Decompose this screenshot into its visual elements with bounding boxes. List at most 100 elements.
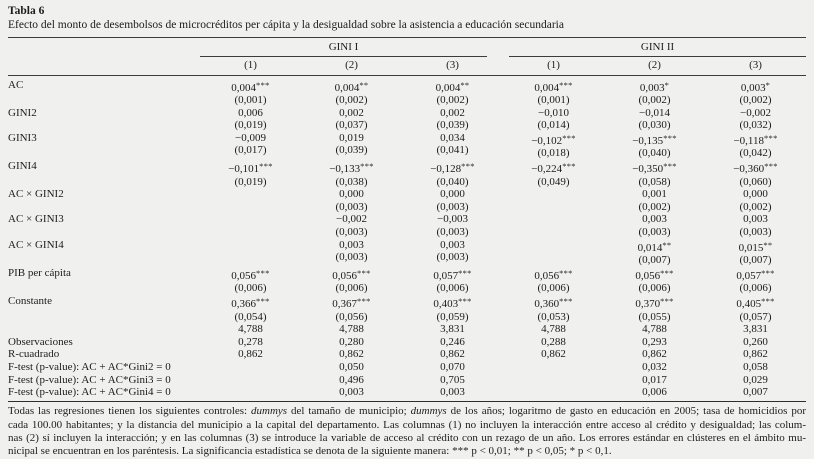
significance-stars: *** (559, 296, 573, 306)
coefficient-value: 0,056*** (534, 267, 573, 282)
coefficient-value (503, 239, 604, 252)
coefficient-value: 0,032 (642, 360, 667, 373)
table-row: GINI4 −0,101*** (0,019) −0,133*** (0,038) −0,… (8, 160, 806, 188)
row-label-header (8, 57, 200, 76)
coefficient-value: 0,002 (440, 106, 465, 119)
cell: 0,862 (200, 348, 301, 361)
coefficient-value: 0,019 (339, 131, 364, 144)
coefficient-value: 0,057*** (433, 267, 472, 282)
table-row: F-test (p-value): AC + AC*Gini3 = 0 0,49… (8, 374, 806, 387)
row-label: GINI3 (8, 131, 37, 144)
significance-stars: *** (663, 161, 677, 172)
coefficient-value: −0,133*** (329, 161, 374, 176)
row-label: AC × GINI3 (8, 213, 64, 226)
coefficient-value: −0,014 (639, 106, 671, 119)
cell: 0,000 (0,003) (402, 188, 503, 213)
coefficient-value: 0,006 (642, 386, 667, 399)
table-row: F-test (p-value): AC + AC*Gini4 = 0 0,00… (8, 386, 806, 402)
footnote-line: nas (2) sí incluyen la interacción; y en… (8, 432, 806, 445)
row-label: GINI2 (8, 106, 37, 119)
standard-error: (0,041) (436, 144, 469, 157)
significance-stars: *** (559, 267, 573, 278)
standard-error (503, 226, 604, 239)
coefficient-value: −0,360*** (733, 161, 778, 176)
coefficient-value: 0,862 (339, 348, 364, 361)
coefficient-value (200, 188, 301, 201)
standard-error: (0,018) (537, 147, 570, 160)
standard-error: (0,019) (234, 175, 267, 188)
coefficient-value: 0,014** (637, 239, 672, 254)
significance-stars: *** (458, 267, 472, 278)
cell: 0,004** (0,002) (402, 76, 503, 107)
cell: 4,788 (200, 323, 301, 336)
standard-error: (0,003) (436, 200, 469, 213)
coefficient-value (503, 374, 604, 387)
coefficient-value (503, 188, 604, 201)
coefficient-value: −0,003 (437, 213, 468, 226)
cell: 0,000 (0,002) (705, 188, 806, 213)
italic-term: dummys (410, 405, 447, 418)
cell: 0,278 (200, 336, 301, 349)
cell: 3,831 (402, 323, 503, 336)
cell: 0,003 (0,003) (301, 239, 402, 267)
cell: 0,007 (705, 386, 806, 402)
cell: 0,014** (0,007) (604, 239, 705, 267)
cell: 0,496 (301, 374, 402, 387)
coefficient-value: 0,015** (738, 239, 773, 254)
column-header: (1) (503, 57, 605, 76)
standard-error: (0,002) (638, 94, 671, 107)
standard-error: (0,003) (739, 226, 772, 239)
table-row: Observaciones 0,278 0,280 0,246 0,288 0,293 0,… (8, 336, 806, 349)
coefficient-value: 0,403*** (433, 296, 472, 310)
standard-error: (0,003) (335, 226, 368, 239)
coefficient-value: −0,350*** (632, 161, 677, 176)
cell: 0,057*** (0,006) (402, 267, 503, 295)
column-header: (1) (200, 57, 301, 76)
standard-error (503, 201, 604, 214)
coefficient-value: −0,135*** (632, 132, 677, 147)
coefficient-value: 0,260 (743, 335, 768, 348)
coefficient-value: 0,003 (440, 238, 465, 251)
coefficient-value: 0,056*** (635, 267, 674, 282)
cell: −0,002 (0,032) (705, 107, 806, 132)
column-header: (3) (705, 57, 807, 76)
standard-error: (0,040) (638, 147, 671, 160)
coefficient-value: 0,007 (743, 386, 768, 399)
cell: 0,293 (604, 336, 705, 349)
standard-error: (0,055) (638, 310, 671, 323)
cell: 0,862 (503, 348, 604, 361)
cell: 0,001 (0,002) (604, 188, 705, 213)
coefficient-value: 4,788 (339, 323, 364, 336)
cell: 0,006 (604, 386, 705, 402)
column-group-label: GINI II (509, 41, 807, 57)
cell: 0,004** (0,002) (301, 76, 402, 107)
cell: −0,133*** (0,038) (301, 160, 402, 188)
coefficient-value: 0,058 (743, 360, 768, 373)
coefficient-value: 0,003 (440, 386, 465, 399)
coefficient-value: 0,862 (743, 348, 768, 361)
coefficient-value: 3,831 (440, 323, 465, 336)
cell: 0,280 (301, 336, 402, 349)
column-group-label: GINI I (200, 41, 488, 57)
standard-error: (0,040) (436, 175, 469, 188)
significance-stars: ** (460, 79, 470, 90)
cell: 0,002 (0,039) (402, 107, 503, 132)
table-row: GINI3 −0,009 (0,017) 0,019 (0,039) 0,034 (0,04… (8, 132, 806, 160)
cell: 0,006 (0,019) (200, 107, 301, 132)
table-row: R-cuadrado 0,862 0,862 0,862 0,862 0,862 0,862 (8, 348, 806, 361)
coefficient-value: 0,862 (642, 348, 667, 361)
table-footnote: Todas las regresiones tienen los siguien… (8, 405, 806, 459)
coefficient-value: 0,367*** (332, 296, 371, 310)
row-label (8, 323, 200, 336)
coefficient-value: −0,009 (235, 131, 266, 144)
significance-stars: ** (763, 239, 773, 250)
cell: 0,003 (0,003) (402, 239, 503, 267)
standard-error: (0,014) (537, 119, 570, 132)
row-label: AC × GINI4 (8, 238, 64, 251)
coefficient-value: 0,246 (440, 335, 465, 348)
cell (503, 386, 604, 402)
coefficient-value: −0,224*** (531, 161, 576, 176)
standard-error: (0,002) (739, 200, 772, 213)
coefficient-value (200, 374, 301, 387)
coefficient-value (200, 361, 301, 374)
